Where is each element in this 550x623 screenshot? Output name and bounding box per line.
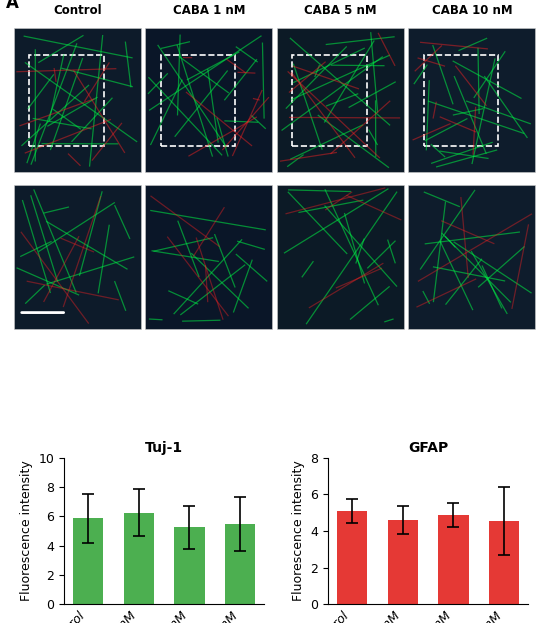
Bar	[124, 513, 154, 604]
Bar	[14, 185, 141, 328]
Y-axis label: Fluorescence intensity: Fluorescence intensity	[292, 460, 305, 601]
Bar	[489, 521, 519, 604]
Bar	[161, 55, 235, 146]
Bar	[14, 28, 141, 172]
Bar	[408, 185, 535, 328]
Text: CABA 10 nM: CABA 10 nM	[432, 4, 513, 17]
Bar	[277, 185, 404, 328]
Text: CABA 1 nM: CABA 1 nM	[173, 4, 245, 17]
Text: A: A	[6, 0, 19, 12]
Bar	[145, 185, 272, 328]
Bar	[145, 28, 272, 172]
Y-axis label: Fluorescence intensity: Fluorescence intensity	[20, 460, 32, 601]
Text: CABA 5 nM: CABA 5 nM	[304, 4, 377, 17]
Title: GFAP: GFAP	[408, 441, 448, 455]
Bar	[293, 55, 367, 146]
Bar	[438, 515, 469, 604]
Bar	[337, 511, 367, 604]
Bar	[174, 527, 205, 604]
Title: Tuj-1: Tuj-1	[145, 441, 183, 455]
Bar	[388, 520, 418, 604]
Bar	[73, 518, 103, 604]
Bar	[30, 55, 104, 146]
Bar	[277, 28, 404, 172]
Text: Control: Control	[53, 4, 102, 17]
Bar	[424, 55, 498, 146]
Bar	[408, 28, 535, 172]
Bar	[225, 525, 255, 604]
